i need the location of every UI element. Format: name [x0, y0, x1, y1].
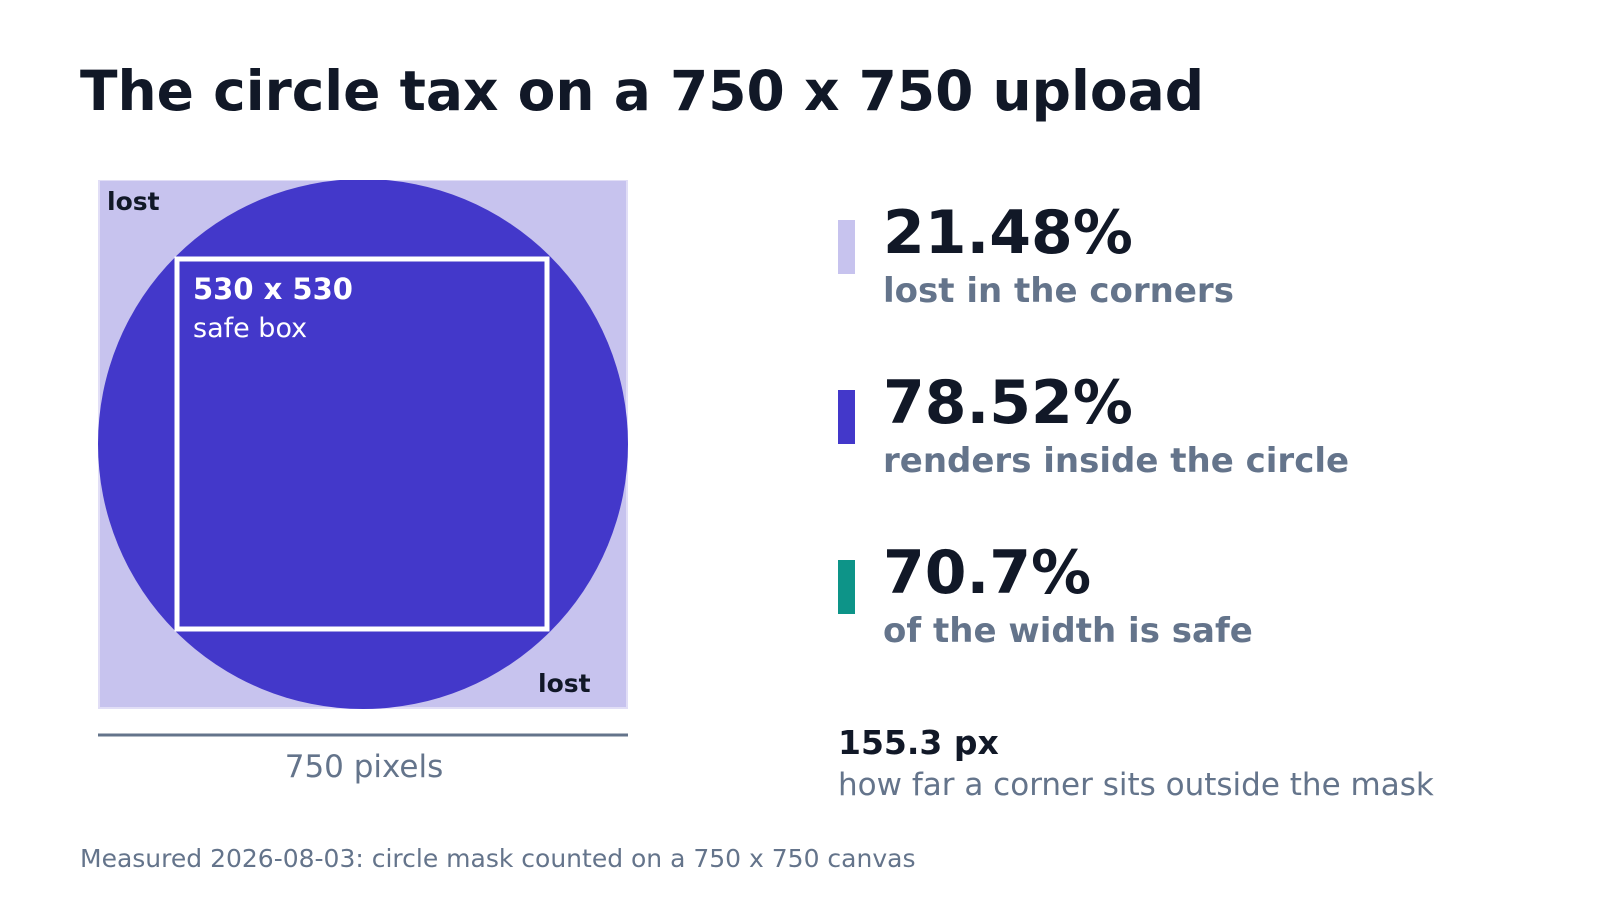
stat-color-bar	[838, 390, 855, 444]
safe-box-label: safe box	[193, 313, 307, 344]
corner-label-top: lost	[107, 187, 160, 216]
footnote: Measured 2026-08-03: circle mask counted…	[80, 844, 916, 873]
stat-value: 70.7%	[883, 538, 1092, 608]
render-circle	[98, 180, 628, 709]
stat-label: renders inside the circle	[883, 441, 1350, 481]
stat-label: lost in the corners	[883, 271, 1234, 311]
corner-label-bottom: lost	[538, 669, 591, 698]
stat-value: 78.52%	[883, 368, 1133, 438]
safe-box-size: 530 x 530	[193, 272, 353, 306]
circle-mask-diagram: lost lost 530 x 530 safe box 750 pixels	[98, 180, 628, 785]
width-label: 750 pixels	[285, 749, 444, 785]
corner-distance-label: how far a corner sits outside the mask	[838, 767, 1434, 803]
safe-box	[174, 256, 550, 632]
stat-value: 21.48%	[883, 198, 1133, 268]
stat-color-bar	[838, 220, 855, 274]
page-title: The circle tax on a 750 x 750 upload	[80, 59, 1205, 123]
stat-color-bar	[838, 560, 855, 614]
stat-label: of the width is safe	[883, 611, 1253, 651]
corner-distance-value: 155.3 px	[838, 723, 999, 762]
